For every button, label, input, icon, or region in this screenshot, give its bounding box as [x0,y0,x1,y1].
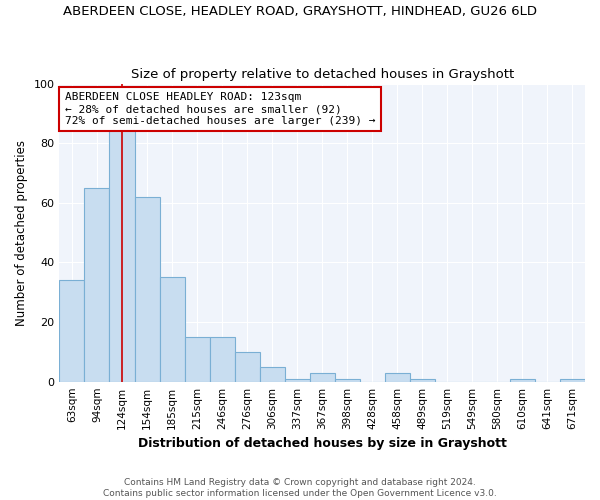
Text: ABERDEEN CLOSE HEADLEY ROAD: 123sqm
← 28% of detached houses are smaller (92)
72: ABERDEEN CLOSE HEADLEY ROAD: 123sqm ← 28… [65,92,375,126]
Bar [410,378,435,382]
Bar [385,372,410,382]
Y-axis label: Number of detached properties: Number of detached properties [15,140,28,326]
Bar [510,378,535,382]
Bar [235,352,260,382]
X-axis label: Distribution of detached houses by size in Grayshott: Distribution of detached houses by size … [138,437,506,450]
Bar [59,280,85,382]
Bar [109,128,134,382]
Bar [260,367,284,382]
Bar [185,337,209,382]
Title: Size of property relative to detached houses in Grayshott: Size of property relative to detached ho… [131,68,514,81]
Bar [209,337,235,382]
Bar [134,197,160,382]
Bar [310,372,335,382]
Bar [284,378,310,382]
Bar [85,188,109,382]
Text: ABERDEEN CLOSE, HEADLEY ROAD, GRAYSHOTT, HINDHEAD, GU26 6LD: ABERDEEN CLOSE, HEADLEY ROAD, GRAYSHOTT,… [63,5,537,18]
Text: Contains HM Land Registry data © Crown copyright and database right 2024.
Contai: Contains HM Land Registry data © Crown c… [103,478,497,498]
Bar [560,378,585,382]
Bar [335,378,360,382]
Bar [160,278,185,382]
